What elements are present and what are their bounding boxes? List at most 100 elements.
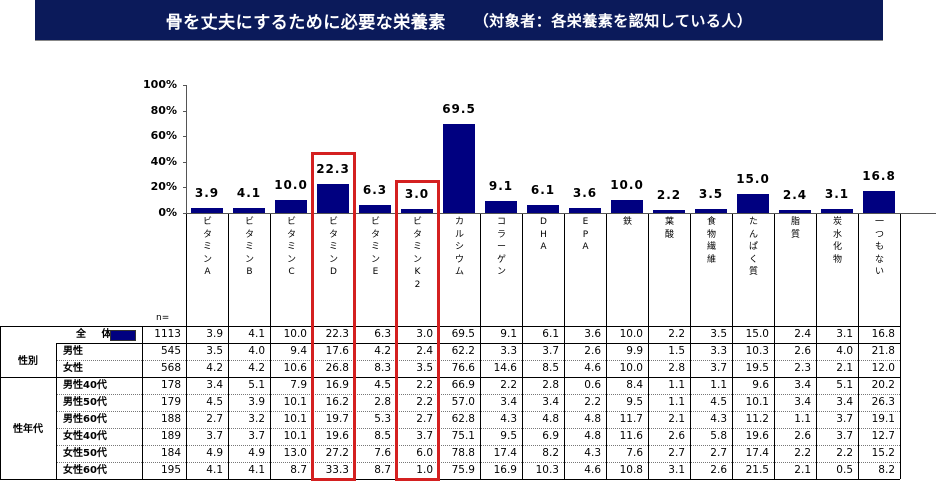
row-n: 195 — [142, 462, 186, 479]
row-label: 男性 — [56, 343, 142, 360]
column-header-char: ミ — [244, 242, 254, 252]
column-header: 食物繊維 — [690, 214, 732, 326]
table-cell: 8.7 — [354, 462, 396, 479]
table-cell: 69.5 — [438, 326, 480, 343]
bar — [569, 208, 601, 213]
table-cell: 4.8 — [564, 411, 606, 428]
table-cell: 4.6 — [564, 360, 606, 377]
n-label: n= — [156, 313, 170, 323]
bar — [233, 207, 265, 213]
table-cell: 17.4 — [480, 445, 522, 462]
column-header-char: ビ — [286, 217, 296, 227]
table-cell: 8.5 — [522, 360, 564, 377]
row-divider — [56, 394, 900, 395]
column-header-char: ン — [286, 254, 296, 265]
table-cell: 10.0 — [606, 360, 648, 377]
table-cell: 2.1 — [648, 411, 690, 428]
column-header-char: ミ — [202, 242, 212, 252]
y-tick-label: 100% — [143, 78, 177, 91]
column-header-char: タ — [286, 229, 296, 240]
column-header-char: 2 — [414, 279, 421, 290]
column-header-char: ラ — [496, 229, 506, 240]
table-cell: 78.8 — [438, 445, 480, 462]
table-cell: 3.4 — [774, 377, 816, 394]
table-cell: 2.6 — [648, 428, 690, 445]
table-cell: 3.6 — [564, 326, 606, 343]
table-cell: 3.5 — [690, 326, 732, 343]
bar-value-label: 69.5 — [442, 102, 476, 117]
table-cell: 14.6 — [480, 360, 522, 377]
table-cell: 4.1 — [228, 326, 270, 343]
y-tick-mark — [183, 187, 187, 189]
row-label: 女性60代 — [56, 462, 142, 479]
table-cell: 3.7 — [816, 411, 858, 428]
row-n: 188 — [142, 411, 186, 428]
table-cell: 1.1 — [774, 411, 816, 428]
column-header-char: ぱ — [748, 242, 758, 252]
y-tick-mark — [183, 213, 187, 214]
table-cell: 12.0 — [858, 360, 900, 377]
table-cell: 3.3 — [480, 343, 522, 360]
table-cell: 2.8 — [648, 360, 690, 377]
column-header-char: ン — [496, 267, 506, 277]
table-cell: 3.7 — [186, 428, 228, 445]
column-header-char: 質 — [790, 229, 800, 240]
table-cell: 3.5 — [186, 343, 228, 360]
table-cell: 21.5 — [732, 462, 774, 479]
table-cell: 0.5 — [816, 462, 858, 479]
y-tick-label: 80% — [150, 103, 177, 117]
column-header: 一つもない — [858, 214, 900, 326]
table-cell: 1.5 — [648, 343, 690, 360]
table-cell: 3.7 — [228, 428, 270, 445]
bar — [527, 205, 559, 213]
bar-value-label: 4.1 — [236, 185, 262, 200]
row-divider — [56, 343, 900, 344]
table-cell: 10.1 — [732, 394, 774, 411]
table-cell: 2.3 — [774, 360, 816, 377]
table-cell: 2.7 — [648, 445, 690, 462]
row-divider — [56, 462, 900, 463]
table-cell: 62.8 — [438, 411, 480, 428]
column-header-char: 脂 — [790, 217, 800, 227]
bar-value-label: 10.0 — [610, 178, 644, 193]
table-cell: 3.9 — [186, 326, 228, 343]
table-bottom-border — [0, 479, 900, 480]
column-header-char: タ — [244, 229, 254, 240]
column-header-char: 一 — [874, 217, 884, 227]
column-header-char: な — [874, 254, 884, 265]
column-header-char: ミ — [412, 242, 422, 252]
column-header-char: 維 — [706, 254, 716, 265]
table-cell: 10.1 — [270, 428, 312, 445]
row-divider — [56, 445, 900, 446]
column-header-char: ビ — [202, 217, 212, 227]
bar — [485, 201, 517, 213]
column-header-char: 鉄 — [622, 217, 632, 227]
table-cell: 19.5 — [732, 360, 774, 377]
table-cell: 15.0 — [732, 326, 774, 343]
row-label: 男性50代 — [56, 394, 142, 411]
table-cell: 10.0 — [270, 326, 312, 343]
column-header-char: ウ — [454, 254, 464, 265]
table-cell: 3.4 — [774, 394, 816, 411]
table-cell: 2.6 — [690, 462, 732, 479]
column-header: 鉄 — [606, 214, 648, 326]
bar — [443, 124, 475, 213]
table-cell: 4.1 — [186, 462, 228, 479]
bar — [611, 200, 643, 213]
bar-value-label: 2.2 — [656, 188, 682, 203]
table-cell: 7.6 — [354, 445, 396, 462]
table-cell: 2.6 — [774, 343, 816, 360]
bar — [275, 200, 307, 213]
bar — [401, 209, 433, 213]
row-label: 女性50代 — [56, 445, 142, 462]
table-cell: 4.0 — [816, 343, 858, 360]
table-cell: 6.9 — [522, 428, 564, 445]
column-header-char: 酸 — [664, 229, 674, 240]
column-header-char: 食 — [706, 217, 716, 227]
table-right-border — [900, 214, 901, 326]
column-header-char: く — [748, 254, 758, 265]
row-divider — [0, 326, 900, 327]
